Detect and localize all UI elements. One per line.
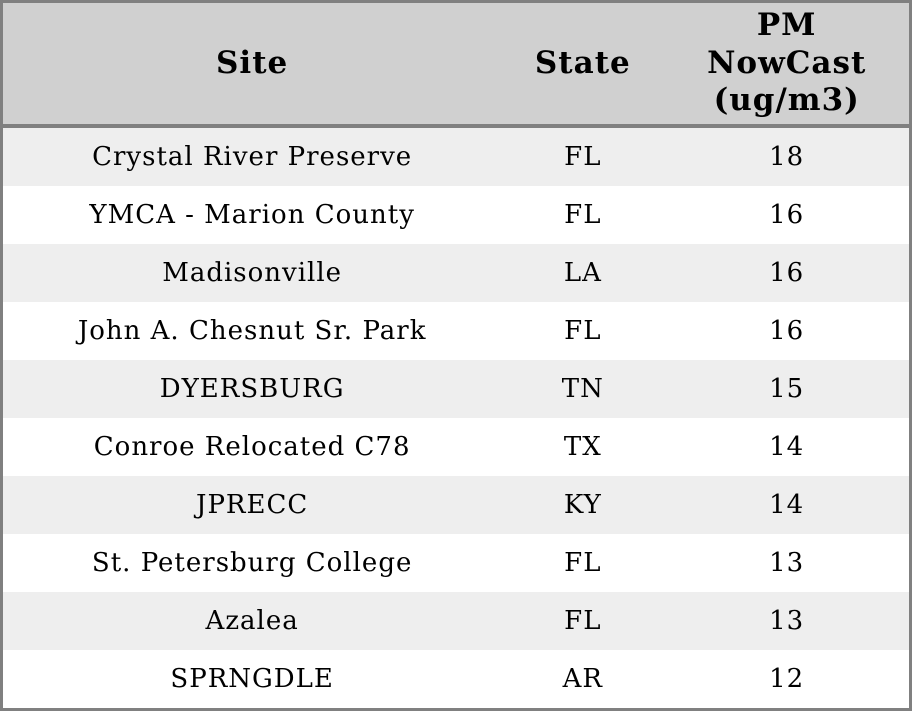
state-cell: FL: [564, 142, 602, 172]
pm-value-cell: 18: [769, 142, 805, 172]
state-cell: LA: [563, 258, 602, 288]
table-row: Azalea FL 13: [3, 592, 909, 650]
pm-value-cell: 15: [769, 374, 805, 404]
site-cell: St. Petersburg College: [91, 548, 413, 578]
pm-value-cell: 16: [769, 200, 805, 230]
table-row: St. Petersburg College FL 13: [3, 534, 909, 592]
state-cell: TN: [561, 374, 604, 404]
table-row: Madisonville LA 16: [3, 244, 909, 302]
pm-value-cell: 16: [769, 316, 805, 346]
state-cell: FL: [564, 606, 602, 636]
pm-value-cell: 12: [769, 664, 805, 694]
table-row: John A. Chesnut Sr. Park FL 16: [3, 302, 909, 360]
state-cell: KY: [563, 490, 602, 520]
state-cell: FL: [564, 200, 602, 230]
site-cell: JPRECC: [196, 490, 309, 520]
state-cell: FL: [564, 548, 602, 578]
site-cell: DYERSBURG: [159, 374, 345, 404]
state-cell: FL: [564, 316, 602, 346]
site-cell: Madisonville: [162, 258, 343, 288]
table-row: Crystal River Preserve FL 18: [3, 128, 909, 186]
table-row: YMCA - Marion County FL 16: [3, 186, 909, 244]
column-header-site: Site: [3, 3, 502, 128]
table-row: Conroe Relocated C78 TX 14: [3, 418, 909, 476]
pm-value-cell: 14: [769, 490, 805, 520]
site-cell: John A. Chesnut Sr. Park: [77, 316, 427, 346]
table-body: Crystal River Preserve FL 18 YMCA - Mari…: [3, 128, 909, 708]
state-cell: TX: [563, 432, 602, 462]
site-cell: YMCA - Marion County: [89, 200, 415, 230]
table-header: Site State PM NowCast (ug/m3): [3, 3, 909, 128]
pm-value-cell: 14: [769, 432, 805, 462]
site-cell: Crystal River Preserve: [92, 142, 413, 172]
table-row: JPRECC KY 14: [3, 476, 909, 534]
table-row: DYERSBURG TN 15: [3, 360, 909, 418]
site-cell: Conroe Relocated C78: [93, 432, 411, 462]
pm-value-cell: 13: [769, 606, 805, 636]
column-header-pm-nowcast: PM NowCast (ug/m3): [664, 3, 909, 128]
table-row: SPRNGDLE AR 12: [3, 650, 909, 708]
pm-value-cell: 13: [769, 548, 805, 578]
site-cell: Azalea: [205, 606, 299, 636]
header-row: Site State PM NowCast (ug/m3): [3, 3, 909, 128]
state-cell: AR: [562, 664, 604, 694]
column-header-state: State: [501, 3, 665, 128]
site-cell: SPRNGDLE: [170, 664, 334, 694]
pm-value-cell: 16: [769, 258, 805, 288]
